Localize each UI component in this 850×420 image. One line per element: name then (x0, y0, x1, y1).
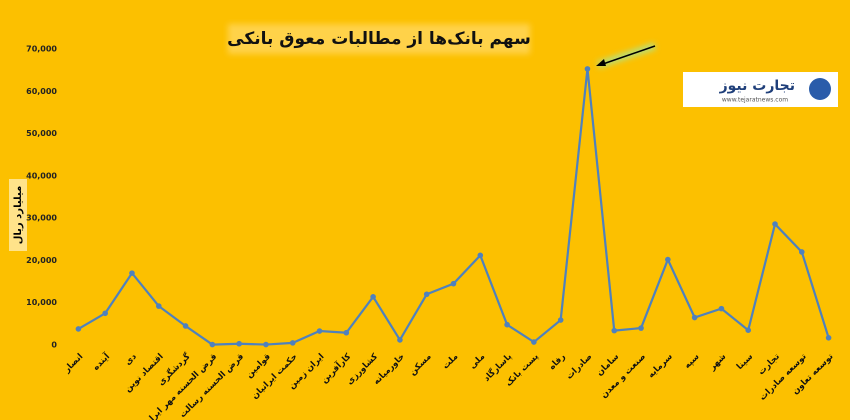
data-point (504, 321, 510, 328)
data-point (370, 293, 376, 300)
y-tick-label: 0 (51, 341, 57, 350)
y-tick-label: 20,000 (26, 256, 57, 265)
y-tick-label: 60,000 (26, 87, 57, 96)
arrow-head (596, 59, 606, 66)
y-axis-label: میلیارد ریال (13, 186, 24, 245)
data-point (745, 327, 752, 334)
arrow (599, 45, 656, 66)
data-point (129, 270, 135, 276)
logo-name: تجارت نیوز (719, 78, 795, 94)
data-point (102, 310, 108, 317)
y-tick-label: 30,000 (26, 214, 57, 223)
data-point (316, 328, 323, 334)
data-point (531, 339, 537, 345)
data-point (209, 341, 216, 348)
logo-url: www.tejaratnews.com (722, 97, 788, 104)
data-point (343, 329, 350, 336)
data-point (772, 221, 778, 227)
data-point (263, 341, 269, 348)
y-tick-label: 10,000 (26, 298, 57, 307)
data-point (584, 66, 591, 72)
data-point (718, 305, 725, 312)
logo-icon (809, 78, 831, 100)
data-point (665, 256, 671, 263)
data-point (691, 314, 698, 321)
data-point (423, 291, 430, 298)
logo: تجارت نیوز www.tejaratnews.com (683, 72, 838, 107)
y-tick-label: 70,000 (26, 45, 57, 54)
data-point (638, 325, 644, 331)
data-point (477, 252, 484, 259)
title-glow (228, 24, 530, 54)
data-point (182, 323, 189, 329)
y-tick-label: 50,000 (26, 129, 57, 138)
chart-title: سهم بانک‌ها از مطالبات معوق بانکی (227, 29, 531, 49)
y-label-group: میلیارد ریال (9, 179, 27, 251)
data-point (825, 335, 832, 341)
data-point (450, 280, 457, 287)
data-point (799, 249, 805, 255)
data-point (236, 340, 242, 347)
data-point (75, 326, 82, 332)
data-point (557, 317, 564, 323)
y-label-box (9, 179, 27, 251)
data-point (397, 337, 403, 343)
data-point (155, 303, 162, 309)
data-point (289, 340, 296, 346)
data-point (611, 327, 618, 334)
y-tick-label: 40,000 (26, 171, 57, 180)
